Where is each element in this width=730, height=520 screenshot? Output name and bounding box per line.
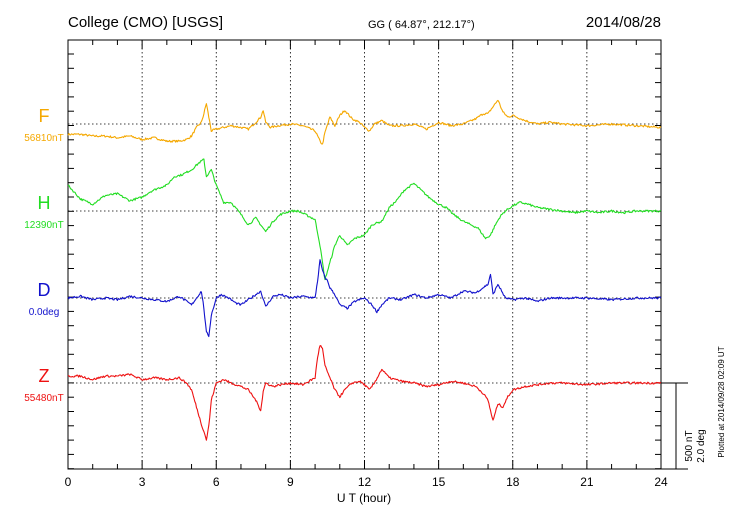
series-labels: F 56810nT H 12390nT D 0.0deg Z 55480nT bbox=[24, 106, 63, 404]
series-baseline-Z: 55480nT bbox=[24, 393, 63, 404]
plotted-at-label: Plotted at 2014/09/28 02:09 UT bbox=[717, 346, 726, 457]
station-title: College (CMO) [USGS] bbox=[68, 14, 223, 31]
x-tick-label: 18 bbox=[506, 475, 520, 489]
series-name-F: F bbox=[39, 106, 50, 126]
x-tick-label: 6 bbox=[213, 475, 220, 489]
x-tick-label: 24 bbox=[654, 475, 668, 489]
x-tick-label: 0 bbox=[65, 475, 72, 489]
coordinates-label: GG ( 64.87°, 212.17°) bbox=[368, 19, 475, 31]
x-tick-label: 15 bbox=[432, 475, 446, 489]
x-tick-label: 12 bbox=[358, 475, 372, 489]
x-tick-label: 3 bbox=[139, 475, 146, 489]
x-axis-label: U T (hour) bbox=[337, 491, 391, 505]
series-baseline-H: 12390nT bbox=[24, 220, 63, 231]
trace-D bbox=[67, 259, 662, 338]
series-baseline-D: 0.0deg bbox=[29, 307, 60, 318]
series-name-H: H bbox=[38, 193, 51, 213]
scale-bar-deg: 2.0 deg bbox=[696, 429, 707, 462]
grid bbox=[68, 40, 661, 469]
trace-F bbox=[67, 99, 662, 145]
series-name-Z: Z bbox=[39, 366, 50, 386]
series-name-D: D bbox=[38, 280, 51, 300]
scale-bar-nt: 500 nT bbox=[684, 430, 695, 461]
x-tick-label: 21 bbox=[580, 475, 594, 489]
trace-H bbox=[67, 158, 662, 281]
date-label: 2014/08/28 bbox=[586, 14, 661, 31]
series-baseline-F: 56810nT bbox=[24, 133, 63, 144]
trace-Z bbox=[67, 345, 662, 441]
traces bbox=[67, 99, 662, 441]
x-tick-label: 9 bbox=[287, 475, 294, 489]
x-axis: 0 3 6 9 12 15 18 21 24 bbox=[65, 40, 668, 489]
scale-bar: 500 nT 2.0 deg bbox=[661, 382, 707, 470]
